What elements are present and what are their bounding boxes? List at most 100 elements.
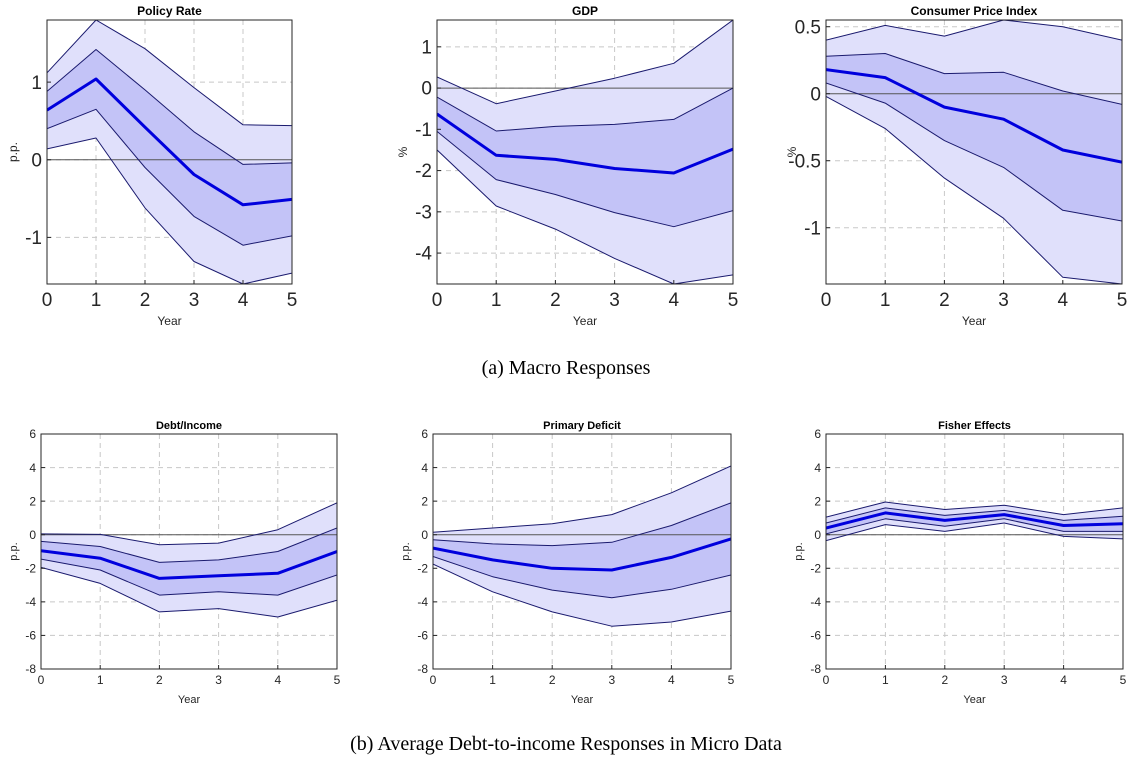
x-tick-label: 0 — [430, 673, 437, 687]
axes-frame — [436, 19, 734, 285]
y-axis-label: p.p. — [8, 542, 20, 560]
y-tick-label: 6 — [814, 427, 821, 441]
series-line-outer-upper — [437, 20, 733, 105]
plot-area — [47, 20, 292, 284]
y-tick-label: -2 — [415, 161, 432, 182]
x-tick-label: 3 — [998, 290, 1009, 311]
x-tick-label: 3 — [189, 290, 200, 311]
y-tick-label: 6 — [29, 427, 36, 441]
y-tick-label: 2 — [29, 494, 36, 508]
plot-area — [826, 434, 1123, 669]
plot-area — [437, 20, 733, 284]
y-tick-label: 6 — [421, 427, 428, 441]
y-tick-label: -8 — [810, 662, 821, 676]
series-line-outer-lower — [826, 522, 1123, 542]
x-tick-label: 5 — [728, 290, 739, 311]
y-tick-label: 4 — [421, 461, 428, 475]
series-line-outer-lower — [41, 566, 337, 618]
x-tick-label: 4 — [1060, 673, 1067, 687]
chart-title: Primary Deficit — [543, 420, 621, 432]
y-tick-label: 4 — [29, 461, 36, 475]
x-tick-label: 4 — [238, 290, 249, 311]
series-line-inner-upper — [433, 502, 731, 547]
series-line-outer-lower — [433, 563, 731, 627]
x-tick-label: 3 — [1001, 673, 1008, 687]
plot-background — [826, 434, 1123, 669]
axes-frame — [40, 433, 338, 670]
chart-policy-rate: 0 1 2 3 4 5 -1 0 1 Policy Rate Year p.p. — [6, 4, 297, 328]
y-tick-label: 0 — [29, 528, 36, 542]
series-line-outer-lower — [437, 149, 733, 284]
x-tick-label: 4 — [669, 290, 680, 311]
x-tick-label: 3 — [609, 290, 620, 311]
x-tick-label: 4 — [668, 673, 675, 687]
y-tick-label: -6 — [25, 629, 36, 643]
y-tick-label: 0 — [810, 84, 821, 105]
y-tick-label: 0.5 — [795, 17, 821, 38]
x-tick-label: 1 — [97, 673, 104, 687]
inner-band — [826, 53, 1122, 221]
x-axis-label: Year — [157, 314, 181, 328]
x-tick-label: 5 — [334, 673, 341, 687]
chart-title: GDP — [572, 4, 598, 18]
y-tick-label: -4 — [25, 595, 36, 609]
series-line-median — [433, 537, 731, 572]
chart-title: Fisher Effects — [938, 420, 1011, 432]
series-line-outer-lower — [826, 95, 1122, 284]
y-tick-label: -6 — [810, 629, 821, 643]
axes-frame — [46, 19, 293, 285]
chart-fisher-effects: 0 1 2 3 4 5 -8 -6 -4 -2 0 2 4 6 Fisher Effects Year p.p. — [793, 420, 1127, 706]
y-tick-label: 1 — [31, 73, 42, 94]
y-tick-label: -2 — [25, 561, 36, 575]
x-tick-label: 0 — [42, 290, 53, 311]
chart-title: Consumer Price Index — [911, 4, 1038, 18]
y-tick-label: -2 — [810, 561, 821, 575]
x-tick-label: 1 — [880, 290, 891, 311]
axes-frame — [432, 433, 732, 670]
y-tick-label: -4 — [810, 595, 821, 609]
x-axis-label: Year — [178, 694, 201, 706]
inner-band — [437, 88, 733, 227]
inner-band — [433, 502, 731, 598]
x-axis-label: Year — [573, 314, 597, 328]
x-tick-label: 2 — [939, 290, 950, 311]
chart-debt-income: 0 1 2 3 4 5 -8 -6 -4 -2 0 2 4 6 Debt/Income Year p.p. — [8, 420, 341, 706]
x-tick-label: 0 — [821, 290, 832, 311]
series-line-inner-lower — [41, 558, 337, 596]
series-line-median — [826, 511, 1123, 530]
caption-micro: (b) Average Debt-to-income Responses in … — [350, 733, 782, 755]
x-tick-label: 0 — [432, 290, 443, 311]
x-tick-label: 0 — [823, 673, 830, 687]
chart-title: Policy Rate — [137, 4, 202, 18]
x-axis-label: Year — [963, 694, 986, 706]
series-line-outer-lower — [47, 137, 292, 284]
x-tick-label: 3 — [215, 673, 222, 687]
axes-frame — [825, 19, 1123, 285]
y-tick-label: 0 — [31, 150, 42, 171]
chart-consumer-price-index: 0 1 2 3 4 5 -1 -0.5 0 0.5 Consumer Price Index Year… — [785, 4, 1127, 328]
x-tick-label: 4 — [274, 673, 281, 687]
chart-primary-deficit: 0 1 2 3 4 5 -8 -6 -4 -2 0 2 4 6 Primary Deficit Year p.p… — [400, 420, 735, 706]
x-tick-label: 5 — [1120, 673, 1127, 687]
caption-macro: (a) Macro Responses — [482, 357, 651, 379]
series-line-median — [437, 112, 733, 175]
series-line-inner-lower — [437, 131, 733, 228]
series-line-inner-lower — [433, 556, 731, 599]
series-line-median — [41, 549, 337, 580]
series-line-inner-upper — [826, 53, 1122, 105]
series-line-outer-upper — [826, 501, 1123, 518]
y-axis-label: % — [396, 146, 410, 157]
x-tick-label: 2 — [550, 290, 561, 311]
series-line-median — [826, 68, 1122, 164]
series-line-inner-lower — [47, 108, 292, 246]
series-line-inner-upper — [41, 527, 337, 563]
x-tick-label: 2 — [140, 290, 151, 311]
plot-area — [826, 20, 1122, 284]
series-line-outer-upper — [41, 502, 337, 546]
y-tick-label: -3 — [415, 202, 432, 223]
x-tick-label: 5 — [287, 290, 298, 311]
y-tick-label: 0 — [421, 79, 432, 100]
y-tick-label: -1 — [804, 218, 821, 239]
series-line-outer-upper — [47, 20, 292, 127]
y-axis-label: p.p. — [6, 142, 20, 162]
